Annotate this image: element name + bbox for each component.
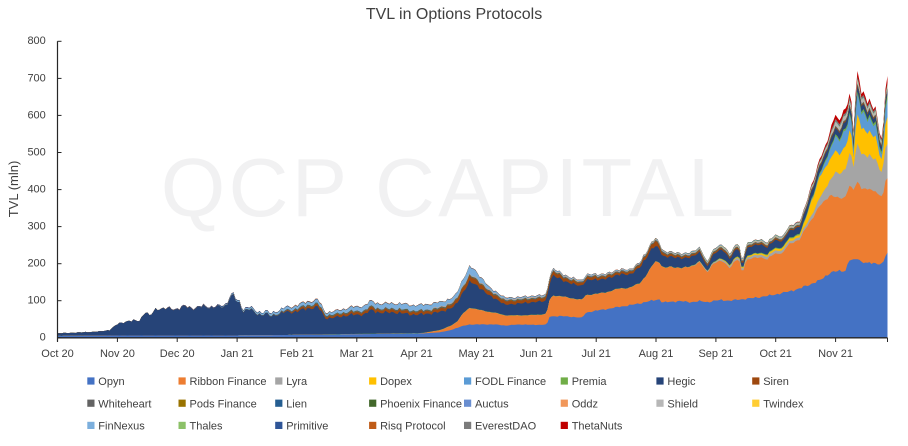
svg-text:Oddz: Oddz — [572, 398, 598, 410]
svg-text:Hegic: Hegic — [667, 376, 696, 388]
svg-text:Apr 21: Apr 21 — [400, 348, 432, 360]
svg-text:Mar 21: Mar 21 — [340, 348, 374, 360]
svg-text:Shield: Shield — [667, 398, 698, 410]
svg-text:Dec 20: Dec 20 — [160, 348, 195, 360]
svg-text:700: 700 — [27, 72, 45, 84]
svg-text:0: 0 — [40, 332, 46, 344]
svg-text:200: 200 — [27, 258, 45, 270]
svg-text:Primitive: Primitive — [286, 421, 328, 433]
svg-text:May 21: May 21 — [458, 348, 494, 360]
svg-text:Siren: Siren — [763, 376, 789, 388]
svg-text:600: 600 — [27, 109, 45, 121]
svg-text:FinNexus: FinNexus — [98, 421, 145, 433]
svg-text:Opyn: Opyn — [98, 376, 124, 388]
svg-text:ThetaNuts: ThetaNuts — [572, 421, 623, 433]
svg-text:QCP CAPITAL: QCP CAPITAL — [161, 141, 737, 234]
svg-text:Jan 21: Jan 21 — [221, 348, 254, 360]
svg-text:Jul 21: Jul 21 — [582, 348, 611, 360]
svg-text:Aug 21: Aug 21 — [639, 348, 674, 360]
svg-text:Lyra: Lyra — [286, 376, 308, 388]
svg-text:Nov 20: Nov 20 — [100, 348, 135, 360]
svg-text:Phoenix Finance: Phoenix Finance — [380, 398, 462, 410]
svg-text:Pods Finance: Pods Finance — [190, 398, 257, 410]
svg-text:300: 300 — [27, 221, 45, 233]
svg-text:Feb 21: Feb 21 — [280, 348, 314, 360]
svg-text:Whiteheart: Whiteheart — [98, 398, 151, 410]
svg-text:Nov 21: Nov 21 — [818, 348, 853, 360]
svg-text:Oct 21: Oct 21 — [759, 348, 791, 360]
svg-text:400: 400 — [27, 184, 45, 196]
svg-text:TVL in Options Protocols: TVL in Options Protocols — [366, 6, 542, 23]
svg-text:Ribbon Finance: Ribbon Finance — [190, 376, 267, 388]
svg-text:FODL Finance: FODL Finance — [475, 376, 546, 388]
svg-text:Dopex: Dopex — [380, 376, 412, 388]
svg-text:Premia: Premia — [572, 376, 608, 388]
svg-text:TVL (mln): TVL (mln) — [6, 161, 21, 218]
svg-text:Thales: Thales — [190, 421, 224, 433]
svg-text:Risq Protocol: Risq Protocol — [380, 421, 445, 433]
svg-text:Oct 20: Oct 20 — [41, 348, 73, 360]
svg-text:100: 100 — [27, 295, 45, 307]
svg-text:Lien: Lien — [286, 398, 307, 410]
svg-text:500: 500 — [27, 146, 45, 158]
svg-text:Auctus: Auctus — [475, 398, 509, 410]
svg-text:Twindex: Twindex — [763, 398, 804, 410]
svg-text:Jun 21: Jun 21 — [520, 348, 553, 360]
svg-text:Sep 21: Sep 21 — [698, 348, 733, 360]
svg-text:800: 800 — [27, 35, 45, 47]
svg-text:EverestDAO: EverestDAO — [475, 421, 537, 433]
